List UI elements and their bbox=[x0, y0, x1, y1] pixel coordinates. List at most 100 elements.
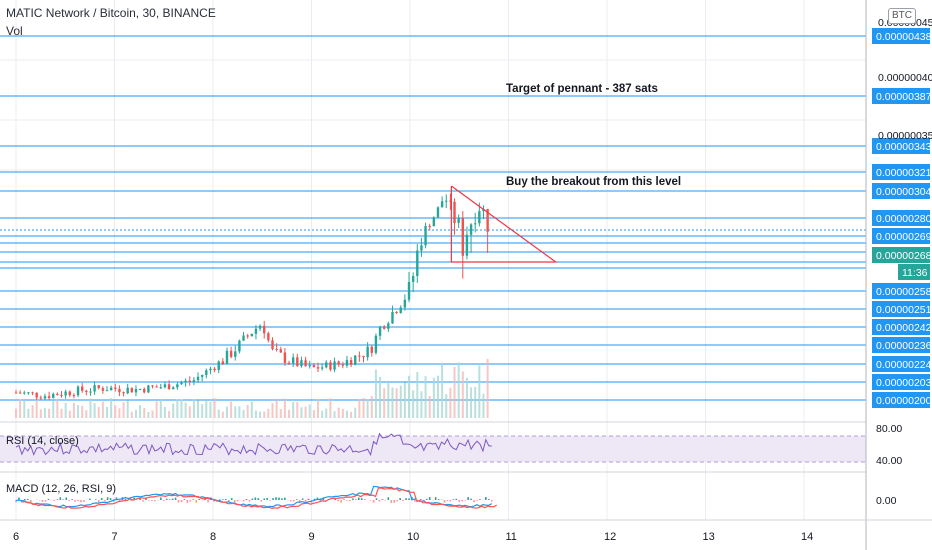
macd-histogram-bar bbox=[437, 499, 440, 500]
level-label-bg bbox=[872, 210, 930, 226]
volume-bar bbox=[296, 402, 299, 418]
macd-histogram-bar bbox=[381, 499, 384, 500]
macd-histogram-bar bbox=[177, 500, 180, 503]
macd-histogram-bar bbox=[263, 498, 266, 500]
candle-body bbox=[271, 340, 274, 350]
candle-body bbox=[23, 392, 26, 394]
volume-bar bbox=[436, 375, 439, 418]
candle-body bbox=[300, 360, 303, 367]
macd-histogram-bar bbox=[38, 500, 41, 501]
volume-bar bbox=[424, 376, 427, 418]
volume-bar bbox=[383, 388, 386, 418]
macd-histogram-bar bbox=[278, 497, 280, 500]
volume-bar bbox=[155, 401, 158, 418]
macd-histogram-bar bbox=[485, 497, 487, 500]
volume-bar bbox=[110, 398, 113, 418]
candle-body bbox=[395, 311, 398, 313]
volume-bar bbox=[118, 408, 121, 418]
macd-histogram-bar bbox=[142, 500, 144, 502]
macd-histogram-bar bbox=[18, 497, 20, 500]
macd-histogram-bar bbox=[112, 500, 115, 502]
volume-bar bbox=[461, 371, 464, 418]
volume-bar bbox=[201, 404, 204, 418]
time-axis-tick: 12 bbox=[604, 531, 616, 543]
macd-histogram-bar bbox=[260, 500, 263, 502]
volume-bar bbox=[441, 362, 444, 418]
volume-bar bbox=[333, 411, 336, 418]
macd-histogram-bar bbox=[393, 500, 396, 503]
macd-histogram-bar bbox=[59, 497, 62, 500]
time-axis-tick: 7 bbox=[112, 531, 118, 543]
volume-bar bbox=[391, 387, 394, 418]
macd-histogram-bar bbox=[248, 500, 251, 502]
candle-body bbox=[31, 392, 34, 394]
macd-histogram-bar bbox=[284, 497, 286, 500]
candle-body bbox=[354, 355, 357, 365]
candle-body bbox=[238, 340, 241, 352]
macd-histogram-bar bbox=[83, 500, 85, 502]
candle-body bbox=[217, 361, 220, 371]
macd-histogram-bar bbox=[80, 500, 82, 503]
volume-bar bbox=[470, 387, 473, 418]
volume-bar bbox=[230, 401, 233, 418]
candle-body bbox=[126, 387, 129, 394]
candle-body bbox=[147, 385, 150, 393]
time-axis-tick: 9 bbox=[309, 531, 315, 543]
currency-badge[interactable]: BTC bbox=[888, 8, 916, 24]
macd-histogram-bar bbox=[15, 500, 17, 503]
macd-histogram-bar bbox=[319, 498, 322, 500]
macd-histogram-bar bbox=[145, 497, 147, 500]
macd-histogram-bar bbox=[479, 499, 481, 500]
level-label-bg bbox=[872, 183, 930, 199]
candle-body bbox=[420, 245, 423, 251]
rsi-axis-tick: 80.00 bbox=[876, 423, 902, 435]
macd-histogram-bar bbox=[281, 498, 283, 500]
volume-bar bbox=[134, 409, 137, 418]
macd-histogram-bar bbox=[115, 497, 118, 500]
candle-body bbox=[358, 355, 361, 357]
volume-bar bbox=[234, 406, 237, 418]
candle-body bbox=[258, 325, 262, 329]
volume-bar bbox=[19, 399, 22, 418]
candle-body bbox=[114, 387, 117, 389]
volume-bar bbox=[337, 407, 340, 418]
volume-bar bbox=[486, 358, 489, 418]
timer-bg bbox=[898, 264, 930, 280]
candle-body bbox=[345, 360, 349, 366]
volume-bar bbox=[52, 401, 55, 418]
rsi-line bbox=[15, 432, 492, 457]
macd-histogram-bar bbox=[68, 500, 70, 501]
macd-histogram-bar bbox=[408, 498, 410, 500]
signal-line bbox=[20, 487, 497, 510]
candle-body bbox=[436, 207, 440, 218]
candle-body bbox=[80, 386, 84, 391]
volume-bar bbox=[77, 405, 80, 418]
macd-histogram-bar bbox=[467, 497, 469, 500]
volume-bar bbox=[387, 382, 390, 418]
macd-histogram-bar bbox=[207, 500, 209, 503]
rsi-axis-tick: 40.00 bbox=[876, 455, 902, 467]
candle-body bbox=[200, 374, 204, 377]
macd-histogram-bar bbox=[109, 498, 112, 500]
candle-body bbox=[370, 346, 373, 353]
volume-label: Vol bbox=[6, 24, 23, 38]
candle-body bbox=[411, 276, 415, 282]
macd-histogram-bar bbox=[343, 499, 345, 500]
volume-bar bbox=[370, 396, 373, 418]
volume-bar bbox=[275, 398, 278, 418]
candle-body bbox=[176, 384, 179, 388]
volume-bar bbox=[60, 408, 63, 418]
candle-body bbox=[424, 226, 427, 246]
level-label: 0.00000343 bbox=[876, 141, 932, 153]
candle-body bbox=[362, 355, 365, 358]
candle-body bbox=[320, 367, 324, 369]
volume-bar bbox=[308, 404, 311, 418]
volume-bar bbox=[184, 402, 187, 418]
candle-body bbox=[304, 360, 307, 367]
macd-histogram-bar bbox=[275, 497, 277, 500]
macd-histogram-bar bbox=[56, 499, 59, 500]
candle-body bbox=[465, 234, 469, 256]
timer-label: 11:36 bbox=[902, 267, 928, 279]
candle-body bbox=[407, 281, 411, 300]
